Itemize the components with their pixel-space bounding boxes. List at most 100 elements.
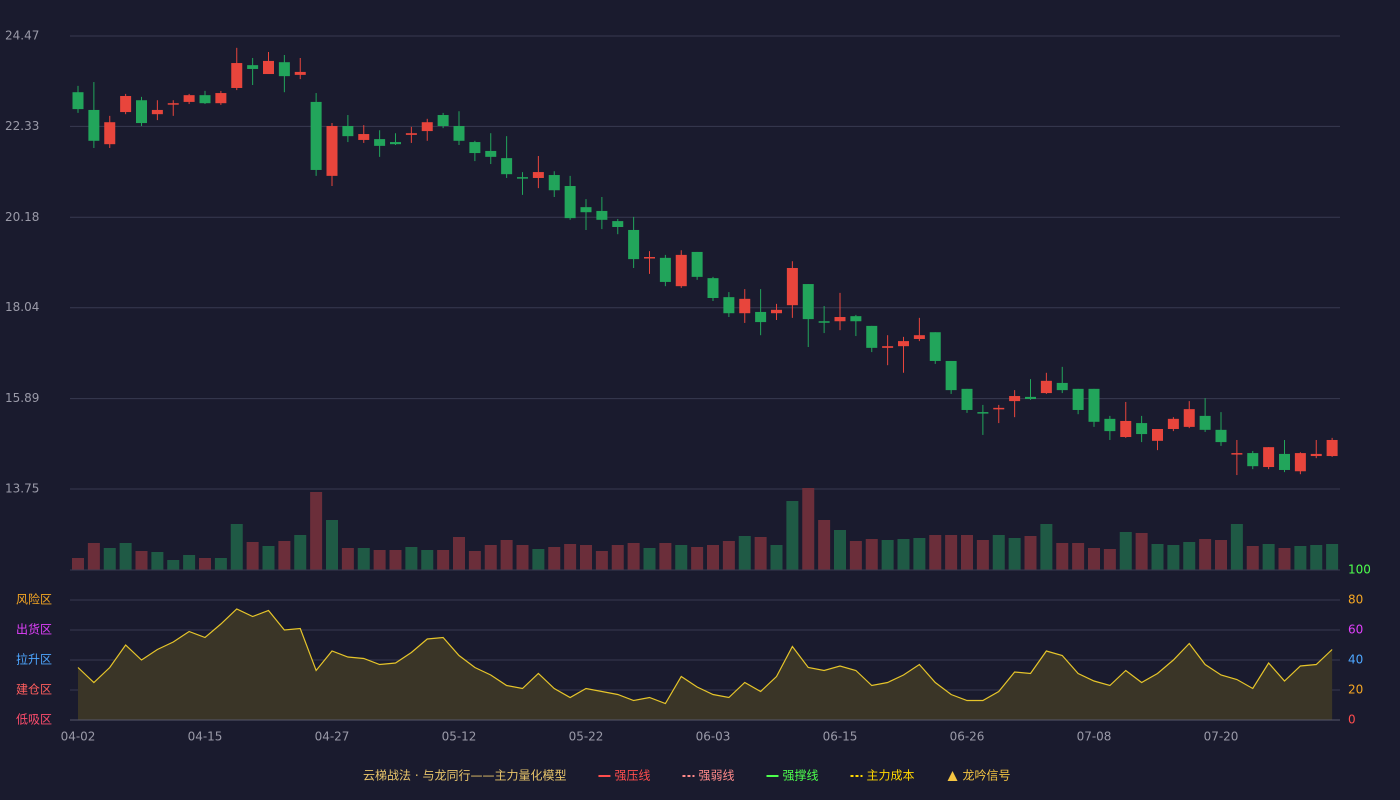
- volume-bar: [183, 555, 196, 570]
- volume-bar: [897, 539, 910, 570]
- x-tick-label: 06-03: [696, 730, 731, 744]
- volume-bar: [230, 524, 243, 570]
- volume-bar: [310, 492, 323, 570]
- volume-bar: [1072, 543, 1085, 570]
- volume-bar: [262, 546, 275, 570]
- volume-bar: [135, 551, 148, 570]
- candle-body: [977, 412, 989, 414]
- legend-symbol: [947, 771, 958, 781]
- volume-bar: [1262, 544, 1275, 570]
- candle-body: [1199, 415, 1211, 430]
- candle-body: [1136, 423, 1148, 435]
- candle-body: [675, 254, 687, 287]
- candle-body: [151, 109, 163, 115]
- candle-body: [691, 251, 703, 277]
- candle-body: [866, 325, 878, 348]
- candle-body: [1056, 382, 1068, 391]
- volume-bar: [1103, 549, 1116, 570]
- candle-body: [1247, 453, 1259, 467]
- candle-body: [1294, 453, 1306, 472]
- candle-body: [88, 109, 100, 141]
- candle-body: [199, 95, 211, 104]
- candle-body: [596, 210, 608, 220]
- volume-bar: [72, 558, 84, 570]
- candle-body: [659, 257, 671, 282]
- candle-body: [390, 142, 401, 145]
- volume-bar: [532, 549, 545, 570]
- volume-bar: [278, 541, 291, 570]
- y-tick-label: 18.04: [5, 300, 39, 314]
- zone-label: 拉升区: [16, 652, 52, 667]
- candle-body: [882, 346, 894, 348]
- candle-body: [580, 207, 592, 213]
- volume-bar: [1119, 532, 1132, 570]
- volume-bar: [151, 552, 164, 570]
- volume-bar: [1056, 543, 1069, 570]
- volume-bar: [1246, 546, 1259, 570]
- volume-bar: [294, 535, 307, 570]
- y-tick-label: 100: [1348, 563, 1371, 577]
- volume-bar: [103, 548, 116, 570]
- x-tick-label: 05-22: [569, 730, 604, 744]
- candle-body: [1310, 453, 1322, 457]
- candle-body: [485, 150, 497, 157]
- candle-body: [1279, 453, 1290, 470]
- volume-bar: [611, 545, 624, 570]
- candle-body: [945, 360, 957, 391]
- legend-label: 强撑线: [782, 768, 818, 783]
- volume-bar: [802, 488, 815, 570]
- candle-body: [453, 126, 465, 141]
- candle-body: [723, 297, 735, 314]
- candle-body: [1183, 409, 1195, 427]
- candle-body: [231, 63, 243, 88]
- candle-body: [929, 332, 941, 361]
- volume-bar: [468, 551, 481, 570]
- candle-body: [437, 115, 449, 127]
- volume-bar: [707, 545, 719, 570]
- volume-bar: [691, 547, 704, 570]
- volume-bar: [659, 543, 672, 570]
- candle-body: [294, 71, 306, 75]
- volume-bar: [643, 548, 656, 570]
- volume-bar: [1230, 524, 1243, 570]
- candle-body: [136, 100, 147, 124]
- candle-body: [818, 321, 830, 323]
- volume-bar: [405, 547, 418, 570]
- zone-label: 出货区: [16, 622, 52, 637]
- x-tick-label: 04-02: [61, 730, 96, 744]
- candle-body: [310, 101, 322, 170]
- y-tick-label: 40: [1348, 653, 1363, 667]
- volume-bar: [992, 535, 1005, 570]
- candle-body: [786, 267, 798, 306]
- volume-bar: [437, 550, 450, 570]
- legend-label: 强弱线: [698, 769, 734, 783]
- volume-bar: [913, 538, 926, 570]
- candle-body: [1120, 420, 1132, 438]
- candle-body: [850, 316, 862, 322]
- candle-body: [961, 388, 973, 410]
- candle-body: [1040, 380, 1052, 394]
- candle-body: [72, 92, 84, 110]
- volume-bar: [1278, 548, 1291, 570]
- candle-body: [278, 62, 290, 77]
- candle-body: [802, 284, 814, 320]
- volume-bar: [738, 536, 751, 570]
- candle-body: [469, 142, 481, 154]
- x-tick-label: 06-15: [823, 730, 858, 744]
- volume-bar: [881, 540, 894, 570]
- volume-bar: [1294, 546, 1307, 570]
- candle-body: [1152, 428, 1163, 441]
- candle-body: [1104, 418, 1116, 432]
- y-tick-label: 24.47: [5, 29, 39, 43]
- volume-bar: [818, 520, 831, 570]
- x-tick-label: 04-15: [188, 730, 223, 744]
- volume-bar: [945, 535, 958, 570]
- candle-body: [532, 172, 544, 178]
- volume-bar: [1024, 536, 1037, 570]
- candle-body: [1215, 429, 1227, 443]
- candle-body: [421, 122, 433, 132]
- candle-body: [517, 177, 528, 179]
- candle-body: [644, 257, 655, 259]
- volume-bar: [1183, 542, 1196, 570]
- volume-bar: [929, 535, 942, 570]
